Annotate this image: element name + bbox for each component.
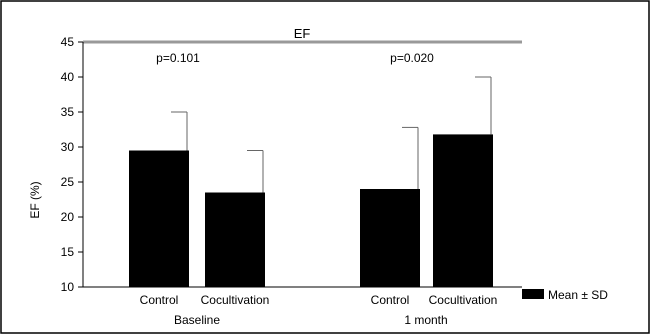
bar-1-month-cocultivation <box>433 134 493 287</box>
category-labels: Control Cocultivation Baseline p=0.101 Contr… <box>140 51 498 327</box>
x-tick-label: Control <box>371 293 410 307</box>
y-tick-label: 25 <box>61 175 75 189</box>
group-label: Baseline <box>174 313 220 327</box>
bars <box>129 76 493 287</box>
chart-title: EF <box>294 26 311 41</box>
bar-baseline-cocultivation <box>205 192 265 287</box>
y-tick-label: 40 <box>61 70 75 84</box>
y-ticks: 10 15 20 25 30 35 40 45 <box>61 35 83 294</box>
p-value-annotation: p=0.020 <box>390 51 434 65</box>
p-value-annotation: p=0.101 <box>156 51 200 65</box>
x-tick-label: Cocultivation <box>429 293 498 307</box>
bar-1-month-control <box>360 189 420 287</box>
legend-label: Mean ± SD <box>548 288 608 302</box>
group-label: 1 month <box>404 313 447 327</box>
y-tick-label: 35 <box>61 105 75 119</box>
title-band <box>83 26 522 42</box>
y-tick-label: 15 <box>61 245 75 259</box>
x-tick-label: Control <box>140 293 179 307</box>
y-tick-label: 45 <box>61 35 75 49</box>
legend-swatch <box>522 289 544 299</box>
y-tick-label: 20 <box>61 210 75 224</box>
y-tick-label: 10 <box>61 280 75 294</box>
y-axis-label: EF (%) <box>28 181 42 218</box>
bar-baseline-control <box>129 150 189 287</box>
y-tick-label: 30 <box>61 140 75 154</box>
x-tick-label: Cocultivation <box>201 293 270 307</box>
